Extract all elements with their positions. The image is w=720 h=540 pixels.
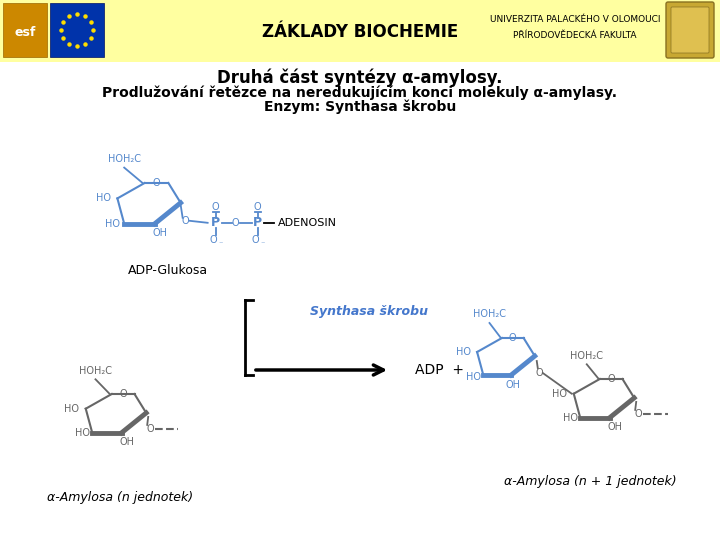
Text: HO: HO: [75, 428, 90, 438]
Bar: [0, 0, 720, 62]
FancyBboxPatch shape: [666, 2, 714, 58]
Text: PŘÍRODOVĚDECKÁ FAKULTA: PŘÍRODOVĚDECKÁ FAKULTA: [513, 30, 636, 39]
Text: HOH₂C: HOH₂C: [570, 351, 603, 361]
Text: OH: OH: [153, 228, 167, 238]
Text: O: O: [536, 368, 544, 378]
Text: Synthasa škrobu: Synthasa škrobu: [310, 306, 428, 319]
Text: α-Amylosa (n + 1 jednotek): α-Amylosa (n + 1 jednotek): [504, 476, 676, 489]
Text: Prodlužování řetězce na neredukujícím konci molekuly α-amylasy.: Prodlužování řetězce na neredukujícím ko…: [102, 86, 618, 100]
FancyBboxPatch shape: [671, 7, 709, 53]
Text: O: O: [153, 178, 161, 188]
Bar: [50, 3, 104, 57]
Text: O: O: [210, 235, 217, 245]
Text: O: O: [146, 424, 154, 434]
Text: HO: HO: [104, 219, 120, 229]
Text: ⁻: ⁻: [218, 239, 222, 248]
Text: HOH₂C: HOH₂C: [79, 366, 112, 376]
Text: O: O: [607, 374, 615, 384]
Text: HOH₂C: HOH₂C: [473, 309, 506, 319]
Text: O: O: [252, 235, 259, 245]
Text: O: O: [509, 333, 516, 343]
Text: ADENOSIN: ADENOSIN: [278, 218, 337, 228]
Bar: [3, 3, 47, 57]
Text: esf: esf: [14, 25, 36, 38]
Text: ADP  +: ADP +: [415, 363, 464, 377]
Text: HO: HO: [456, 347, 471, 357]
Text: HO: HO: [64, 404, 79, 414]
Text: Enzym: Synthasa škrobu: Enzym: Synthasa škrobu: [264, 100, 456, 114]
Text: HO: HO: [552, 389, 567, 399]
Text: HOH₂C: HOH₂C: [108, 154, 140, 164]
Text: OH: OH: [119, 437, 134, 447]
Text: O: O: [254, 202, 261, 212]
Text: ⁻: ⁻: [261, 239, 265, 248]
Text: HO: HO: [563, 413, 577, 423]
Text: α-Amylosa (n jednotek): α-Amylosa (n jednotek): [47, 490, 193, 503]
Text: O: O: [212, 202, 220, 212]
Text: O: O: [120, 389, 127, 399]
Text: P: P: [253, 217, 262, 230]
Text: Druhá část syntézy α-amylosy.: Druhá část syntézy α-amylosy.: [217, 69, 503, 87]
Text: UNIVERZITA PALACKÉHO V OLOMOUCI: UNIVERZITA PALACKÉHO V OLOMOUCI: [490, 16, 660, 24]
Text: OH: OH: [505, 380, 521, 390]
Text: ADP-Glukosa: ADP-Glukosa: [128, 264, 208, 276]
Text: O: O: [182, 216, 189, 226]
Text: HO: HO: [96, 193, 111, 204]
Text: OH: OH: [607, 422, 622, 432]
Text: HO: HO: [466, 372, 481, 382]
Text: O: O: [232, 218, 240, 228]
Text: ZÁKLADY BIOCHEMIE: ZÁKLADY BIOCHEMIE: [262, 23, 458, 41]
Text: P: P: [211, 217, 220, 230]
Text: O: O: [634, 409, 642, 419]
